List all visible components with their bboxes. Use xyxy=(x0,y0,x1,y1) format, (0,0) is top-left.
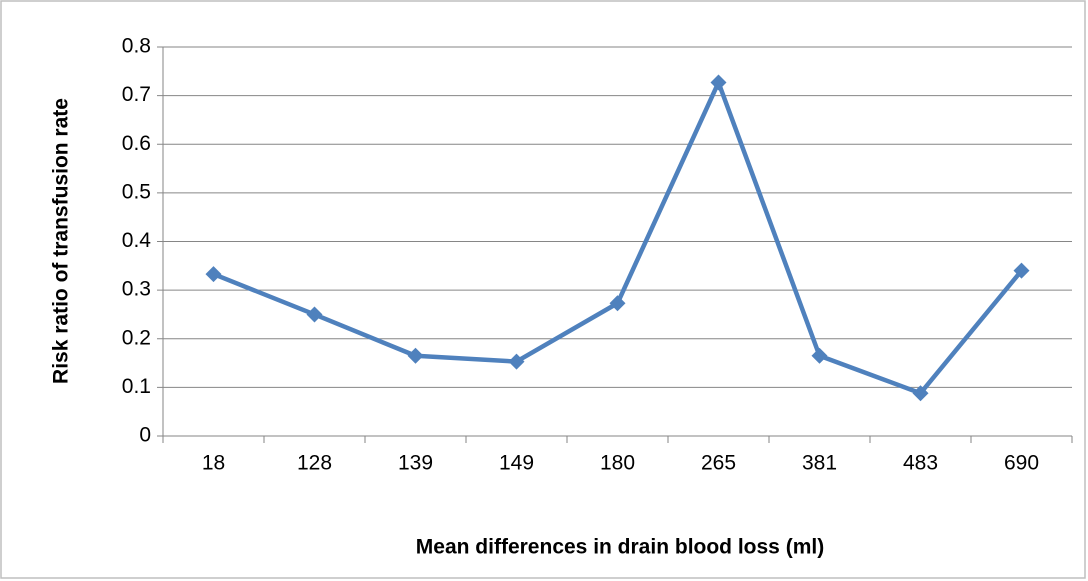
data-marker xyxy=(205,266,222,283)
data-marker xyxy=(609,295,626,312)
y-tick-label: 0.4 xyxy=(122,229,152,252)
y-tick-label: 0.5 xyxy=(122,180,151,203)
data-marker xyxy=(912,385,929,402)
x-tick-label: 180 xyxy=(600,452,635,475)
y-tick-label: 0.1 xyxy=(122,375,151,398)
y-tick-label: 0.7 xyxy=(122,83,151,106)
x-tick-label: 690 xyxy=(1004,452,1039,475)
x-tick-label: 381 xyxy=(802,452,837,475)
x-tick-label: 139 xyxy=(398,452,433,475)
x-tick-label: 128 xyxy=(297,452,332,475)
x-tick-label: 483 xyxy=(903,452,938,475)
x-tick-label: 149 xyxy=(499,452,534,475)
y-tick-label: 0.3 xyxy=(122,278,151,301)
y-tick-label: 0.8 xyxy=(122,35,151,58)
y-tick-label: 0.6 xyxy=(122,132,151,155)
x-axis-title: Mean differences in drain blood loss (ml… xyxy=(416,536,824,559)
data-marker xyxy=(306,306,323,323)
y-tick-label: 0.2 xyxy=(122,326,151,349)
x-tick-label: 265 xyxy=(701,452,736,475)
data-marker xyxy=(407,347,424,364)
y-tick-label: 0 xyxy=(139,424,151,447)
y-axis-title: Risk ratio of transfusion rate xyxy=(50,98,73,384)
data-marker xyxy=(710,74,727,91)
data-marker xyxy=(811,347,828,364)
data-marker xyxy=(1013,262,1030,279)
data-marker xyxy=(508,353,525,370)
x-tick-label: 18 xyxy=(202,452,225,475)
